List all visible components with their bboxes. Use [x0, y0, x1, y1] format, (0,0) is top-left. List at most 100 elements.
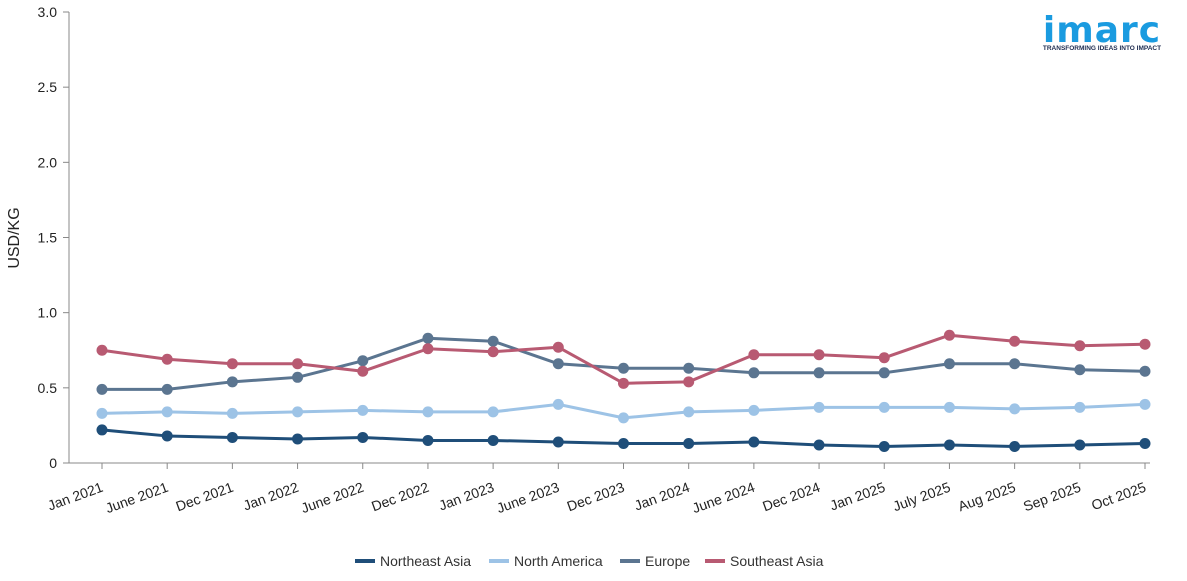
data-point-north-america: [1139, 398, 1151, 410]
data-point-southeast-asia: [943, 329, 955, 341]
data-point-northeast-asia: [1009, 440, 1021, 452]
y-axis-label: USD/KG: [6, 207, 23, 268]
x-tick-label: Oct 2025: [1089, 479, 1148, 514]
data-point-north-america: [618, 412, 629, 424]
data-point-northeast-asia: [552, 436, 564, 448]
data-point-north-america: [422, 406, 434, 418]
logo-wordmark: imarc: [1043, 10, 1161, 51]
legend-label-north-america: North America: [514, 553, 603, 569]
data-point-north-america: [96, 407, 108, 419]
x-tick-label: Jan 2024: [632, 479, 692, 514]
x-tick-label: June 2021: [103, 479, 170, 516]
data-point-southeast-asia: [226, 358, 238, 370]
x-tick-label: Aug 2025: [956, 479, 1018, 515]
y-tick-label: 0.5: [38, 380, 58, 396]
x-tick-label: Dec 2023: [565, 479, 627, 515]
data-point-north-america: [552, 398, 564, 410]
data-point-europe: [422, 332, 434, 344]
series-north-america: [96, 398, 1151, 424]
data-point-europe: [226, 376, 238, 388]
data-point-southeast-asia: [683, 376, 695, 388]
data-point-europe: [618, 362, 629, 374]
data-point-southeast-asia: [1074, 340, 1086, 352]
data-point-southeast-asia: [748, 349, 760, 361]
axes: [68, 12, 1150, 464]
data-point-northeast-asia: [487, 434, 499, 446]
data-point-southeast-asia: [552, 341, 564, 353]
data-point-northeast-asia: [618, 437, 629, 449]
data-point-southeast-asia: [813, 349, 825, 361]
data-point-northeast-asia: [1139, 437, 1151, 449]
data-point-europe: [357, 355, 369, 367]
data-point-north-america: [748, 404, 760, 416]
legend-label-europe: Europe: [645, 553, 690, 569]
x-tick-label: Jan 2025: [828, 479, 888, 514]
data-point-northeast-asia: [226, 431, 238, 443]
data-point-southeast-asia: [1009, 335, 1021, 347]
data-point-europe: [1139, 365, 1151, 377]
legend-label-southeast-asia: Southeast Asia: [730, 553, 824, 569]
data-point-southeast-asia: [618, 377, 629, 389]
series-europe: [96, 332, 1151, 395]
data-point-north-america: [1074, 401, 1086, 413]
data-point-northeast-asia: [943, 439, 955, 451]
y-tick-label: 1.0: [38, 305, 58, 321]
data-point-north-america: [943, 401, 955, 413]
y-tick-label: 2.5: [38, 79, 58, 95]
data-point-europe: [552, 358, 564, 370]
x-tick-label: Dec 2021: [174, 479, 236, 515]
data-point-northeast-asia: [422, 434, 434, 446]
imarc-logo: imarc TRANSFORMING IDEAS INTO IMPACT: [1043, 10, 1161, 52]
x-tick-label: July 2025: [891, 479, 953, 515]
data-point-europe: [943, 358, 955, 370]
data-point-northeast-asia: [813, 439, 825, 451]
data-point-southeast-asia: [1139, 338, 1151, 350]
series-layer: [96, 329, 1151, 452]
y-tick-label: 3.0: [38, 4, 58, 20]
data-point-europe: [878, 367, 890, 379]
data-point-northeast-asia: [683, 437, 695, 449]
legend: Northeast Asia North America Europe Southea…: [355, 553, 824, 569]
y-tick-label: 0: [49, 455, 57, 471]
x-tick-label: Jan 2022: [241, 479, 301, 514]
data-point-northeast-asia: [357, 431, 369, 443]
data-point-europe: [813, 367, 825, 379]
data-point-northeast-asia: [161, 430, 173, 442]
data-point-europe: [1074, 364, 1086, 376]
data-point-north-america: [683, 406, 695, 418]
data-point-southeast-asia: [487, 346, 499, 358]
data-point-north-america: [878, 401, 890, 413]
data-point-southeast-asia: [96, 344, 108, 356]
legend-label-northeast-asia: Northeast Asia: [380, 553, 471, 569]
x-tick-label: Dec 2022: [369, 479, 431, 515]
x-tick-label: June 2023: [494, 479, 561, 516]
series-southeast-asia: [96, 329, 1151, 389]
data-point-north-america: [487, 406, 499, 418]
data-point-europe: [683, 362, 695, 374]
data-point-north-america: [1009, 403, 1021, 415]
y-tick-label: 1.5: [38, 230, 58, 246]
data-point-southeast-asia: [292, 358, 304, 370]
logo-tagline: TRANSFORMING IDEAS INTO IMPACT: [1043, 45, 1161, 52]
data-point-north-america: [813, 401, 825, 413]
data-point-southeast-asia: [357, 365, 369, 377]
data-point-northeast-asia: [292, 433, 304, 445]
data-point-europe: [292, 371, 304, 383]
data-point-north-america: [161, 406, 173, 418]
x-tick-label: Dec 2024: [760, 479, 822, 515]
series-line-southeast-asia: [101, 333, 1146, 385]
y-axis-ticks: 0 0.5 1.0 1.5 2.0 2.5 3.0: [38, 4, 69, 471]
data-point-north-america: [226, 407, 238, 419]
data-point-north-america: [357, 404, 369, 416]
data-point-northeast-asia: [96, 424, 108, 436]
data-point-northeast-asia: [1074, 439, 1086, 451]
data-point-europe: [487, 335, 499, 347]
data-point-north-america: [292, 406, 304, 418]
data-point-southeast-asia: [878, 352, 890, 364]
x-tick-label: June 2022: [299, 479, 366, 516]
data-point-europe: [161, 383, 173, 395]
data-point-southeast-asia: [161, 353, 173, 365]
series-northeast-asia: [96, 424, 1151, 452]
